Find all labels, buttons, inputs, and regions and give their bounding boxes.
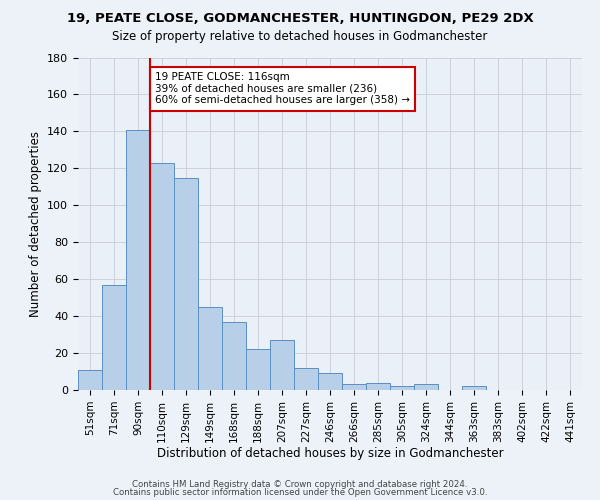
Bar [246, 350, 270, 390]
Text: 19 PEATE CLOSE: 116sqm
39% of detached houses are smaller (236)
60% of semi-deta: 19 PEATE CLOSE: 116sqm 39% of detached h… [155, 72, 410, 106]
Text: Size of property relative to detached houses in Godmanchester: Size of property relative to detached ho… [112, 30, 488, 43]
Text: Contains HM Land Registry data © Crown copyright and database right 2024.: Contains HM Land Registry data © Crown c… [132, 480, 468, 489]
Bar [126, 130, 150, 390]
Bar [390, 386, 414, 390]
Bar [270, 340, 294, 390]
Bar [198, 307, 222, 390]
Bar [102, 284, 126, 390]
Text: 19, PEATE CLOSE, GODMANCHESTER, HUNTINGDON, PE29 2DX: 19, PEATE CLOSE, GODMANCHESTER, HUNTINGD… [67, 12, 533, 26]
Bar [150, 163, 174, 390]
Bar [462, 386, 486, 390]
Bar [318, 374, 342, 390]
Y-axis label: Number of detached properties: Number of detached properties [29, 130, 41, 317]
Bar [78, 370, 102, 390]
Bar [366, 382, 390, 390]
Bar [174, 178, 198, 390]
Bar [342, 384, 366, 390]
Text: Contains public sector information licensed under the Open Government Licence v3: Contains public sector information licen… [113, 488, 487, 497]
Bar [222, 322, 246, 390]
Bar [294, 368, 318, 390]
X-axis label: Distribution of detached houses by size in Godmanchester: Distribution of detached houses by size … [157, 448, 503, 460]
Bar [414, 384, 438, 390]
